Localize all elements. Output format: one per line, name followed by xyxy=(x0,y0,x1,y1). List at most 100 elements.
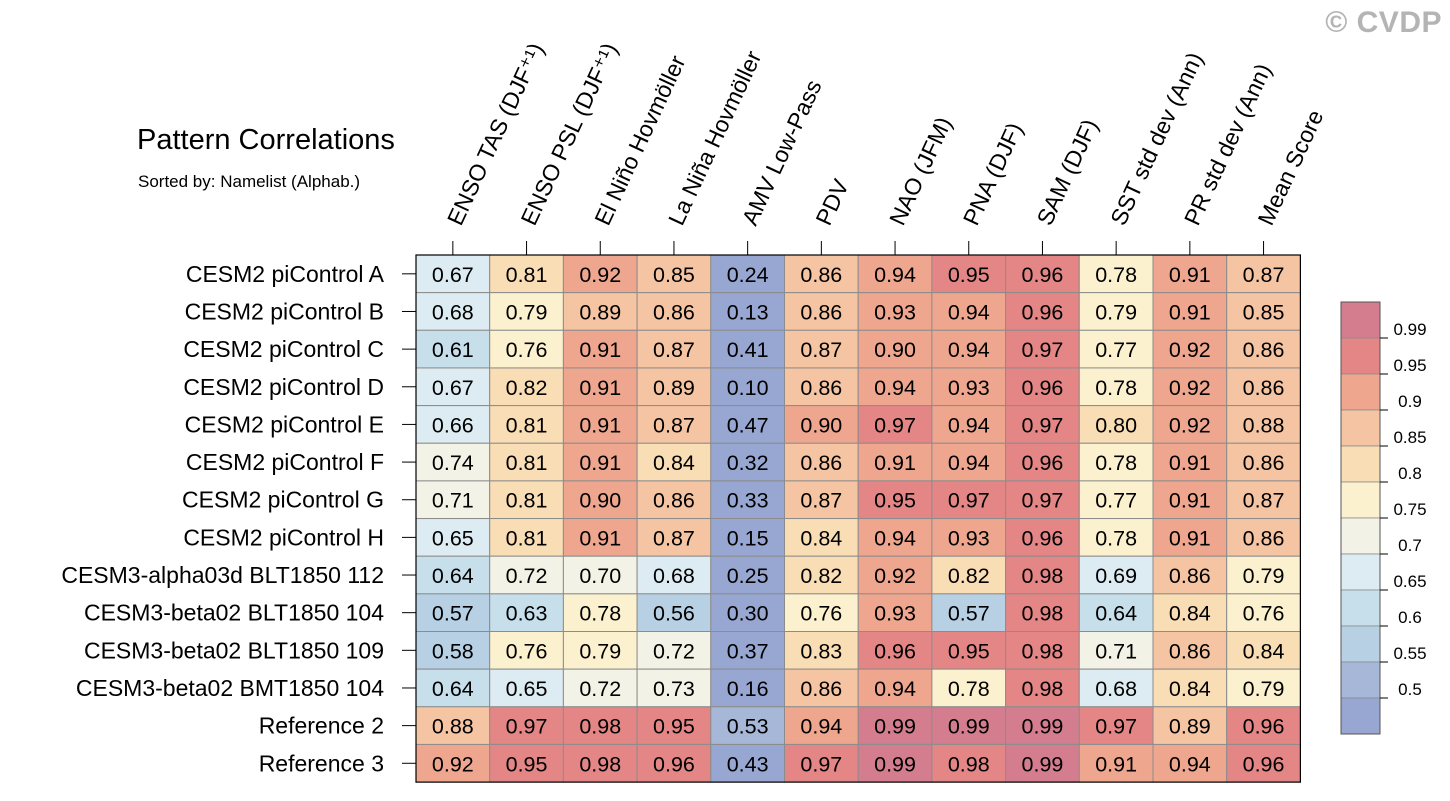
cell-value-label: 0.91 xyxy=(1169,300,1211,324)
heatmap-cell xyxy=(636,743,712,783)
cell-value-label: 0.98 xyxy=(1022,677,1064,701)
cell-value-label: 0.86 xyxy=(653,300,695,324)
cell-value-label: 0.93 xyxy=(874,602,916,626)
cell-value-label: 0.79 xyxy=(1243,677,1285,701)
cell-value-label: 0.64 xyxy=(1095,602,1137,626)
cell-value-label: 0.66 xyxy=(432,413,474,437)
row-label: CESM3-beta02 BMT1850 104 xyxy=(76,675,384,701)
colorbar-swatch xyxy=(1340,517,1381,555)
colorbar-swatch xyxy=(1340,697,1381,735)
heatmap-cell xyxy=(710,706,785,745)
heatmap-cell xyxy=(1226,405,1301,444)
cell-value-label: 0.79 xyxy=(1095,300,1137,324)
cell-value-label: 0.71 xyxy=(1095,639,1137,663)
heatmap-cell xyxy=(784,367,859,407)
heatmap-cell xyxy=(1152,405,1228,444)
cell-value-label: 0.78 xyxy=(1095,263,1137,287)
cell-value-label: 0.68 xyxy=(432,300,474,324)
row-label: CESM3-beta02 BLT1850 104 xyxy=(84,600,384,626)
heatmap-cell xyxy=(562,329,638,369)
heatmap-cell xyxy=(931,743,1007,783)
column-label: PDV xyxy=(810,175,854,229)
heatmap-cell xyxy=(1005,518,1080,557)
heatmap-cell xyxy=(931,442,1007,482)
cell-value-label: 0.92 xyxy=(432,752,474,776)
cell-value-label: 0.87 xyxy=(653,338,695,362)
heatmap-cell xyxy=(1078,405,1154,444)
cell-value-label: 0.91 xyxy=(579,526,621,550)
cell-value-label: 0.86 xyxy=(1243,376,1285,400)
heatmap-cell xyxy=(1005,329,1080,369)
cell-value-label: 0.71 xyxy=(432,489,474,513)
row-label: CESM2 piControl A xyxy=(186,261,385,287)
cell-value-label: 0.78 xyxy=(1095,526,1137,550)
cell-value-label: 0.91 xyxy=(1095,752,1137,776)
colorbar-swatch xyxy=(1340,409,1381,447)
cell-value-label: 0.99 xyxy=(874,715,916,739)
cell-value-label: 0.89 xyxy=(653,376,695,400)
heatmap-cell xyxy=(415,367,491,407)
heatmap-cell xyxy=(1078,743,1154,783)
cell-value-label: 0.94 xyxy=(948,451,990,475)
heatmap-cell xyxy=(1005,442,1080,482)
chart-subtitle: Sorted by: Namelist (Alphab.) xyxy=(138,172,361,191)
cell-value-label: 0.98 xyxy=(1022,564,1064,588)
cell-value-label: 0.94 xyxy=(948,338,990,362)
heatmap-cell xyxy=(489,367,564,407)
cell-value-label: 0.78 xyxy=(948,677,990,701)
column-label: SAM (DJF) xyxy=(1031,115,1103,229)
heatmap-cell xyxy=(1005,593,1080,632)
cell-value-label: 0.76 xyxy=(1243,602,1285,626)
heatmap-cell xyxy=(1078,631,1154,670)
colorbar-label: 0.55 xyxy=(1393,644,1426,663)
cell-value-label: 0.86 xyxy=(1169,564,1211,588)
heatmap-cell xyxy=(489,442,564,482)
heatmap-cell xyxy=(1152,442,1228,482)
colorbar-label: 0.85 xyxy=(1393,428,1426,447)
chart-title: Pattern Correlations xyxy=(137,124,395,156)
colorbar-swatch xyxy=(1340,373,1381,411)
heatmap-cell xyxy=(1005,631,1080,670)
heatmap-cell xyxy=(710,292,785,331)
cell-value-label: 0.92 xyxy=(1169,338,1211,362)
heatmap-cell xyxy=(636,405,712,444)
cell-value-label: 0.82 xyxy=(800,564,842,588)
cell-value-label: 0.96 xyxy=(653,752,695,776)
cell-value-label: 0.94 xyxy=(948,300,990,324)
row-label: Reference 3 xyxy=(259,750,384,776)
colorbar-swatch xyxy=(1340,553,1381,591)
cell-value-label: 0.95 xyxy=(653,715,695,739)
cell-value-label: 0.90 xyxy=(579,489,621,513)
cell-value-label: 0.98 xyxy=(1022,639,1064,663)
heatmap-cell xyxy=(1152,254,1228,294)
cell-value-label: 0.67 xyxy=(432,376,474,400)
heatmap-cell xyxy=(784,405,859,444)
heatmap-cell xyxy=(784,292,859,331)
column-label: Mean Score xyxy=(1253,106,1329,229)
cell-value-label: 0.81 xyxy=(506,413,548,437)
cell-value-label: 0.79 xyxy=(506,300,548,324)
heatmap-cell xyxy=(415,442,491,482)
colorbar-swatch xyxy=(1340,301,1381,339)
cell-value-label: 0.32 xyxy=(727,451,769,475)
heatmap-cell xyxy=(1226,480,1301,520)
cell-value-label: 0.86 xyxy=(1243,451,1285,475)
cell-value-label: 0.88 xyxy=(1243,413,1285,437)
heatmap-cell xyxy=(489,593,564,632)
cell-value-label: 0.95 xyxy=(506,752,548,776)
cell-value-label: 0.99 xyxy=(1022,752,1064,776)
cell-value-label: 0.57 xyxy=(432,602,474,626)
cell-value-label: 0.93 xyxy=(948,526,990,550)
cell-value-label: 0.91 xyxy=(1169,489,1211,513)
cell-value-label: 0.94 xyxy=(874,526,916,550)
cell-value-label: 0.96 xyxy=(1022,451,1064,475)
row-label: Reference 2 xyxy=(259,713,384,739)
cell-value-label: 0.95 xyxy=(948,263,990,287)
cell-value-label: 0.90 xyxy=(874,338,916,362)
cell-value-label: 0.68 xyxy=(653,564,695,588)
colorbar-swatch xyxy=(1340,661,1381,699)
cell-value-label: 0.87 xyxy=(800,338,842,362)
heatmap-cell xyxy=(931,668,1007,708)
heatmap-cell xyxy=(1078,329,1154,369)
